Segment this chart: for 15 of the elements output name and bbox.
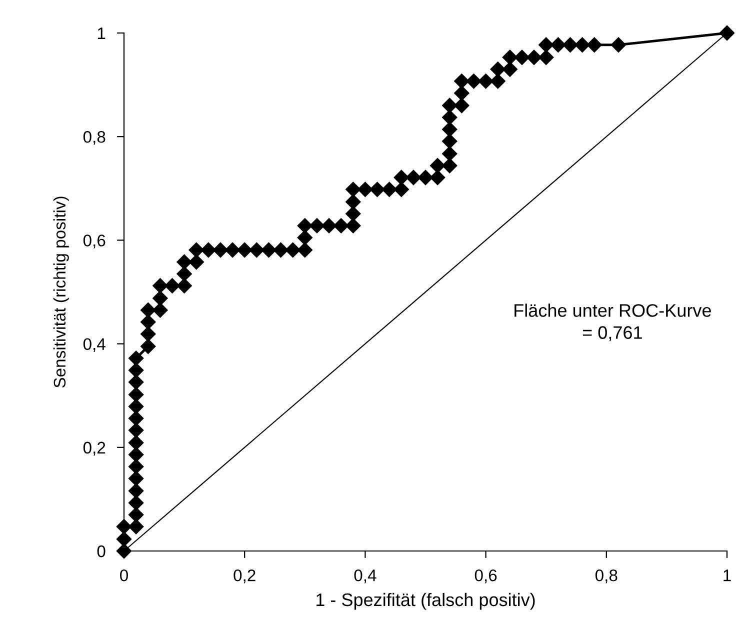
x-axis-title: 1 - Spezifität (falsch positiv) bbox=[316, 592, 535, 610]
y-tick-label: 0,4 bbox=[83, 338, 106, 352]
y-tick-label: 0,2 bbox=[83, 442, 106, 456]
y-tick-label: 0,6 bbox=[83, 234, 106, 248]
x-tick-label: 0,6 bbox=[474, 569, 497, 584]
x-tick-label: 0,4 bbox=[354, 569, 376, 584]
x-tick-label: 0,2 bbox=[234, 569, 256, 584]
y-tick-label: 1 bbox=[98, 28, 106, 40]
x-tick-label: 0,8 bbox=[595, 569, 618, 584]
annotation: Fläche unter ROC-Kurve = 0,761 bbox=[514, 304, 711, 342]
y-tick-label: 0 bbox=[97, 545, 106, 558]
y-tick-label: 0,8 bbox=[83, 131, 106, 145]
x-tick-label: 0 bbox=[120, 569, 128, 582]
y-axis-title: Sensitivität (richtig positiv) bbox=[53, 196, 69, 388]
x-tick-label: 1 bbox=[724, 570, 731, 582]
